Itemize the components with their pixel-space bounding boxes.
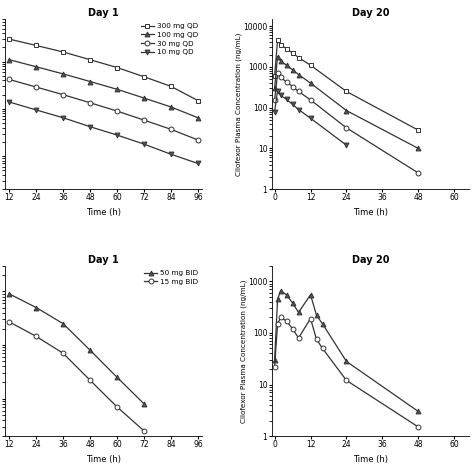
Legend: 300 mg QD, 100 mg QD, 30 mg QD, 10 mg QD: 300 mg QD, 100 mg QD, 30 mg QD, 10 mg QD (140, 23, 199, 56)
Title: Day 1: Day 1 (88, 255, 119, 265)
Y-axis label: Cilofexor Plasma Concentration (ng/mL): Cilofexor Plasma Concentration (ng/mL) (235, 32, 242, 176)
Y-axis label: Cilofexor Plasma Concentration (ng/mL): Cilofexor Plasma Concentration (ng/mL) (240, 279, 246, 423)
X-axis label: Time (h): Time (h) (86, 208, 121, 217)
Title: Day 20: Day 20 (352, 8, 389, 18)
X-axis label: Time (h): Time (h) (353, 208, 388, 217)
X-axis label: Time (h): Time (h) (86, 455, 121, 464)
Title: Day 20: Day 20 (352, 255, 389, 265)
X-axis label: Time (h): Time (h) (353, 455, 388, 464)
Legend: 50 mg BID, 15 mg BID: 50 mg BID, 15 mg BID (143, 269, 199, 285)
Title: Day 1: Day 1 (88, 8, 119, 18)
